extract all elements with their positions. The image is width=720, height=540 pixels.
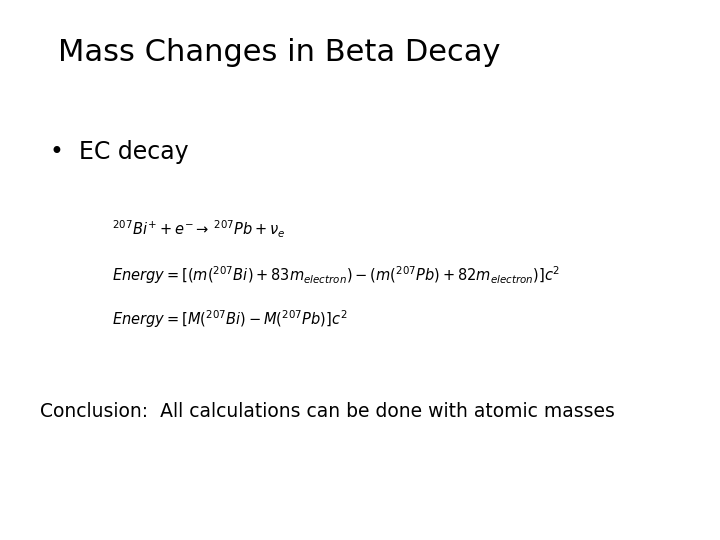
Text: $Energy=[(m(^{207}Bi)+83m_{electron})-(m(^{207}Pb)+82m_{electron})]c^{2}$: $Energy=[(m(^{207}Bi)+83m_{electron})-(m… (112, 265, 559, 286)
Text: $Energy=[M(^{207}Bi)-M(^{207}Pb)]c^{2}$: $Energy=[M(^{207}Bi)-M(^{207}Pb)]c^{2}$ (112, 308, 347, 329)
Text: Mass Changes in Beta Decay: Mass Changes in Beta Decay (58, 38, 500, 67)
Text: •  EC decay: • EC decay (50, 140, 189, 164)
Text: Conclusion:  All calculations can be done with atomic masses: Conclusion: All calculations can be done… (40, 402, 614, 421)
Text: $^{207}Bi^{+}+e^{-}\rightarrow\,^{207}Pb+\nu_{e}$: $^{207}Bi^{+}+e^{-}\rightarrow\,^{207}Pb… (112, 219, 285, 240)
